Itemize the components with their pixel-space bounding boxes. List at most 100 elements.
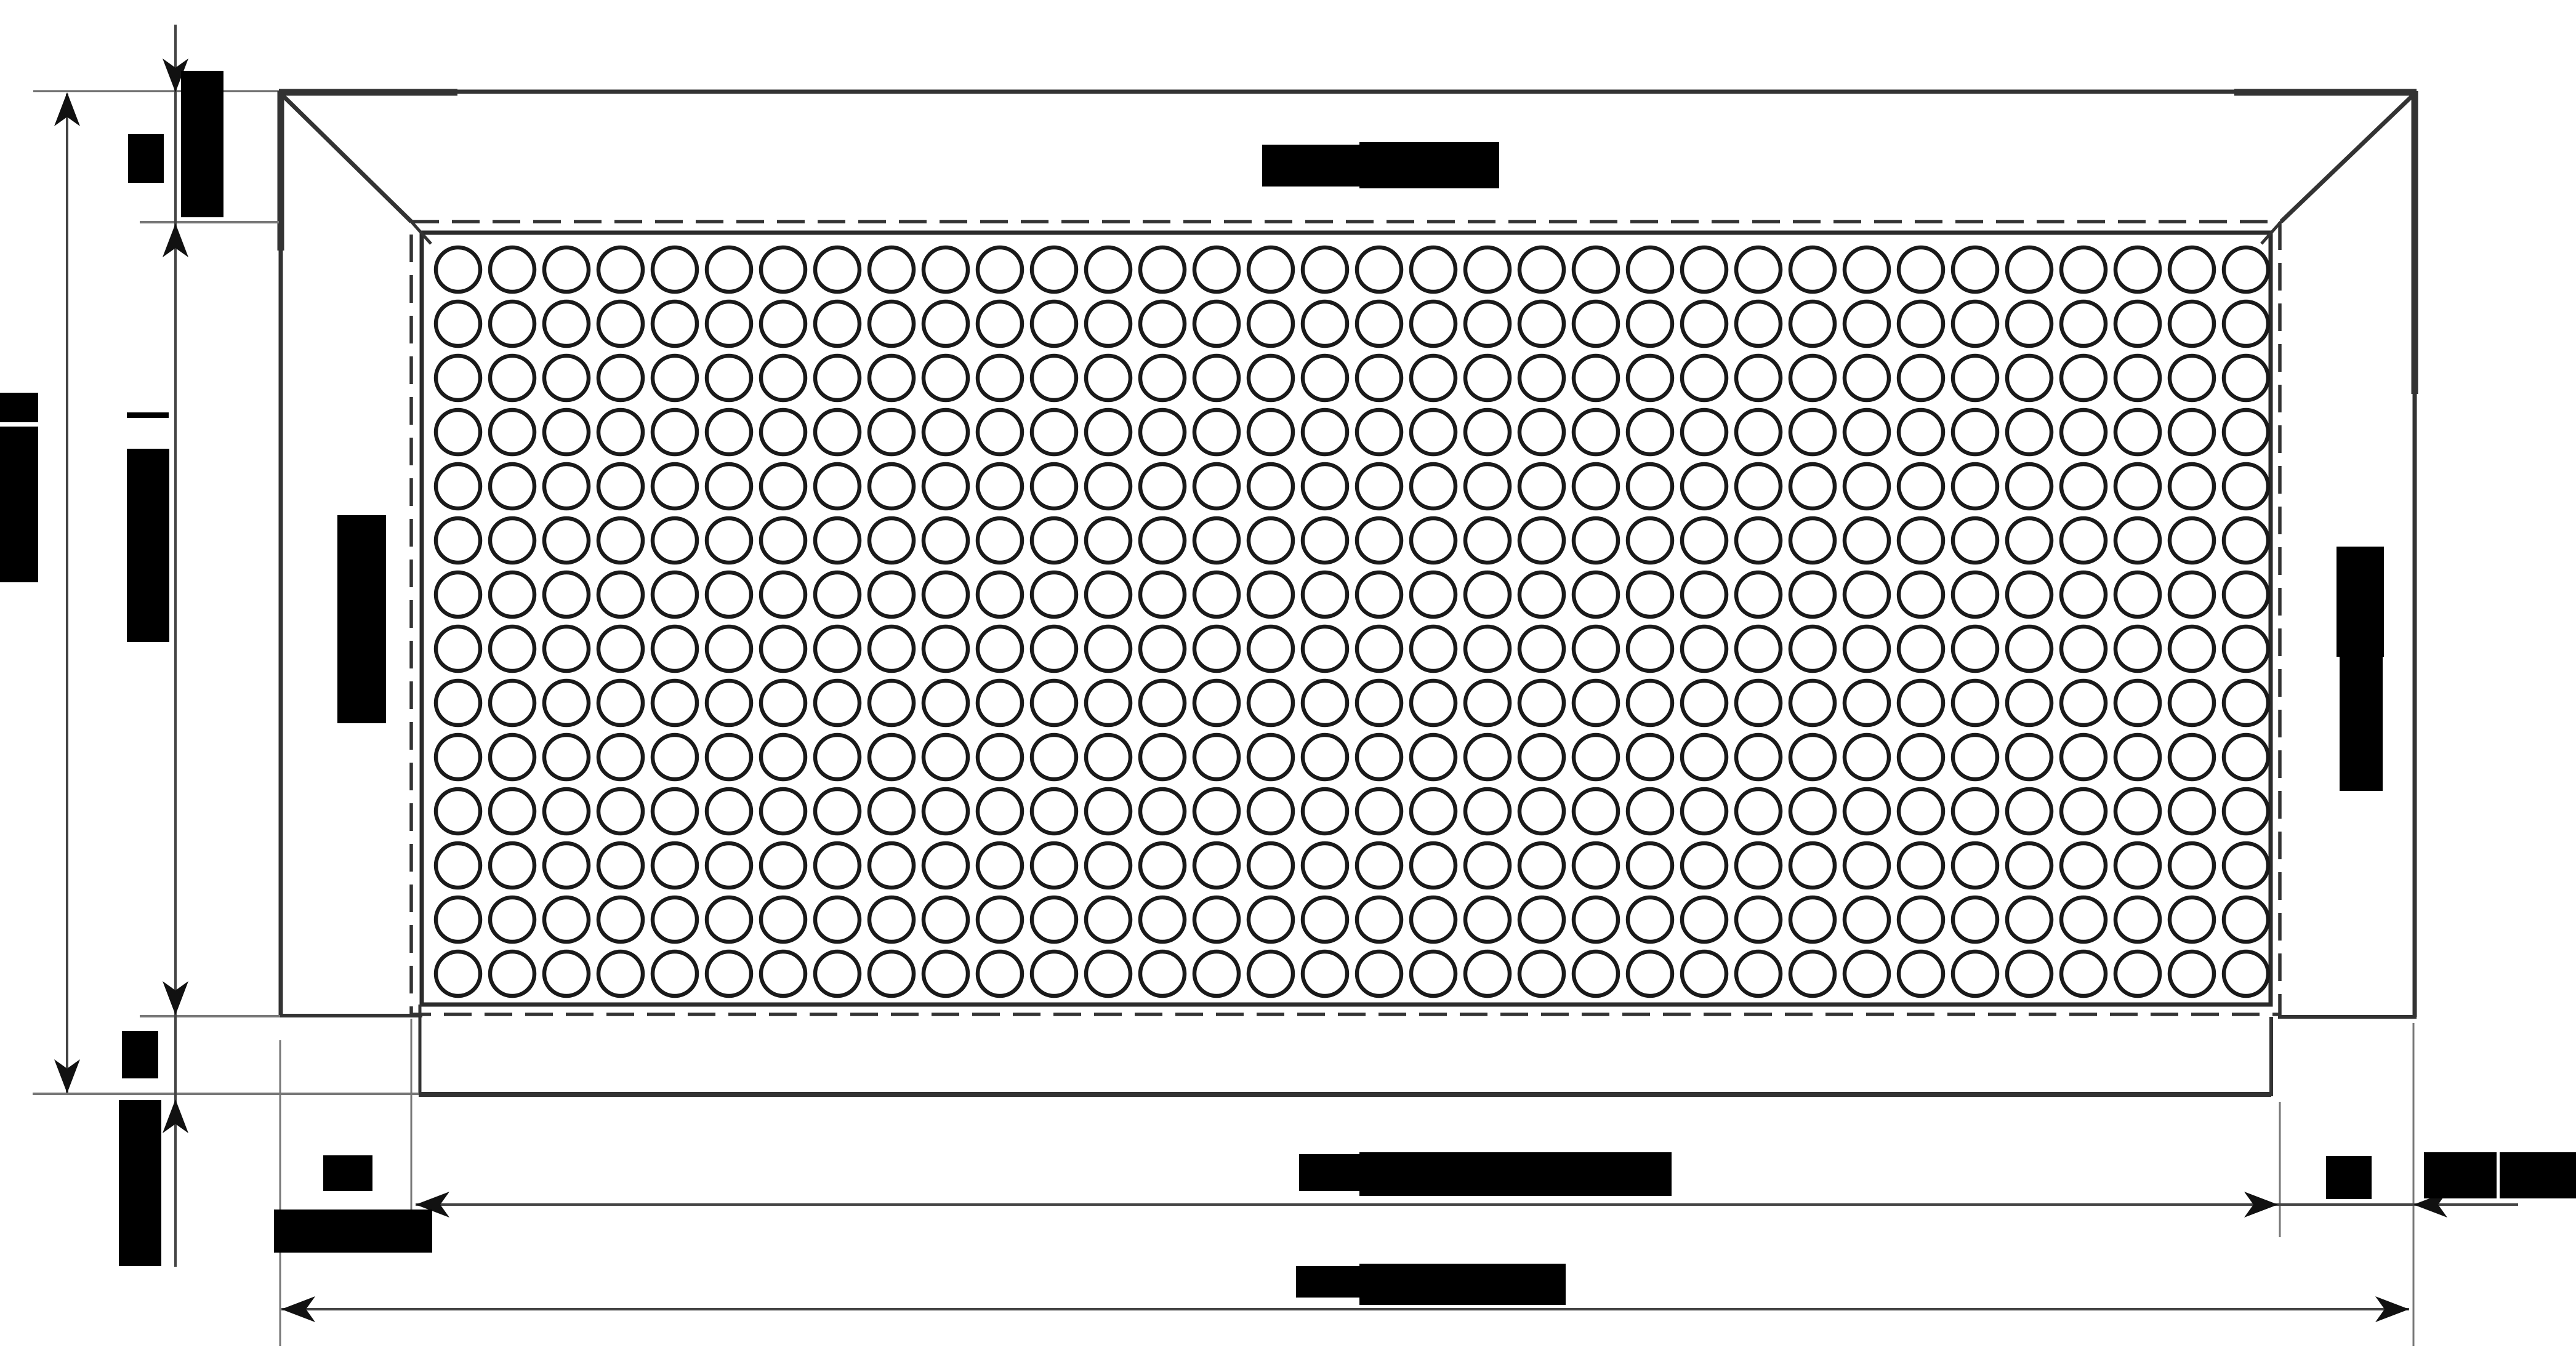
dim-top-border-and-lip <box>163 25 188 1267</box>
perforation-hole <box>975 678 1024 728</box>
perforation-hole <box>867 353 916 403</box>
perforation-hole <box>921 407 970 457</box>
perforation-hole <box>1463 841 1512 890</box>
perforation-hole <box>1680 407 1729 457</box>
perforation-hole <box>1517 787 1566 836</box>
perforation-hole <box>867 462 916 511</box>
perforation-hole <box>1029 841 1079 890</box>
perforation-hole <box>1842 949 1891 998</box>
perforation-hole <box>1842 516 1891 565</box>
perforation-hole <box>2167 299 2216 348</box>
perforation-hole <box>1300 895 1350 944</box>
perforation-hole <box>2167 949 2216 998</box>
perforation-hole <box>1409 407 1458 457</box>
perforation-hole <box>488 678 537 728</box>
redacted-label-top-left-dim-label-small <box>128 134 164 183</box>
perforation-hole <box>488 353 537 403</box>
perforation-hole <box>1788 245 1837 294</box>
perforation-hole <box>650 245 699 294</box>
perforation-hole <box>650 678 699 728</box>
perforation-hole <box>867 949 916 998</box>
perforation-hole <box>704 949 754 998</box>
perforation-hole <box>1842 841 1891 890</box>
perforation-hole <box>1138 462 1187 511</box>
perforation-hole <box>2005 462 2054 511</box>
perforation-hole <box>1680 353 1729 403</box>
perforation-hole <box>2113 516 2162 565</box>
perforation-hole <box>650 787 699 836</box>
perforation-hole <box>1788 624 1837 673</box>
perforation-hole <box>1571 678 1620 728</box>
perforation-hole <box>596 245 645 294</box>
perforation-hole <box>1246 678 1295 728</box>
perforation-hole <box>433 245 483 294</box>
perforation-hole <box>1842 895 1891 944</box>
perforation-hole <box>1950 841 2000 890</box>
perforation-hole <box>1084 787 1133 836</box>
perforation-hole <box>1192 624 1241 673</box>
perforation-hole <box>433 841 483 890</box>
perforation-hole <box>650 895 699 944</box>
miter-diagonal-top-left <box>279 92 413 223</box>
perforation-hole <box>1734 462 1783 511</box>
perforation-hole <box>1517 516 1566 565</box>
perforation-hole <box>2059 245 2108 294</box>
perforation-hole <box>1625 895 1675 944</box>
perforation-hole <box>813 841 862 890</box>
perforation-hole <box>1517 299 1566 348</box>
perforation-hole <box>1463 516 1512 565</box>
perforation-hole <box>1734 841 1783 890</box>
perforation-hole <box>2167 787 2216 836</box>
perforation-hole <box>1192 949 1241 998</box>
perforation-hole <box>1625 732 1675 782</box>
perforation-hole <box>1734 299 1783 348</box>
perforation-hole <box>813 516 862 565</box>
perforation-hole <box>2167 462 2216 511</box>
perforation-hole <box>1517 624 1566 673</box>
perforation-hole <box>1354 678 1404 728</box>
perforation-hole <box>1354 353 1404 403</box>
perforation-hole <box>1246 407 1295 457</box>
perforation-hole <box>1354 299 1404 348</box>
perforation-hole <box>2167 895 2216 944</box>
perforation-hole <box>1571 245 1620 294</box>
perforation-hole <box>2113 841 2162 890</box>
redacted-label-right-frame-face-label-part2 <box>2340 657 2383 791</box>
perforation-hole <box>1734 516 1783 565</box>
perforation-hole <box>433 787 483 836</box>
perforation-hole <box>1517 462 1566 511</box>
perforation-hole <box>488 245 537 294</box>
perforation-hole <box>2113 895 2162 944</box>
perforation-hole <box>704 462 754 511</box>
perforation-hole <box>975 895 1024 944</box>
perforation-hole <box>1680 299 1729 348</box>
perforation-hole <box>596 895 645 944</box>
perforation-hole <box>1950 787 2000 836</box>
perforation-hole <box>867 570 916 619</box>
perforation-hole <box>2221 624 2271 673</box>
perforation-hole <box>2167 732 2216 782</box>
perforation-hole <box>433 624 483 673</box>
perforation-hole <box>1029 678 1079 728</box>
perforation-hole <box>1571 624 1620 673</box>
extension-lines <box>140 221 2415 1346</box>
perforation-hole <box>1517 570 1566 619</box>
perforation-hole <box>1680 570 1729 619</box>
perforation-hole <box>1409 353 1458 403</box>
perforation-hole <box>1463 624 1512 673</box>
perforation-hole <box>2113 570 2162 619</box>
perforation-hole <box>1896 949 1946 998</box>
perforation-hole <box>488 570 537 619</box>
perforation-hole <box>1517 407 1566 457</box>
perforation-hole <box>704 732 754 782</box>
perforation-hole <box>1300 462 1350 511</box>
perforation-hole <box>975 353 1024 403</box>
perforation-hole <box>1734 407 1783 457</box>
perforation-hole <box>1896 624 1946 673</box>
perforation-hole <box>2167 353 2216 403</box>
perforation-hole <box>921 462 970 511</box>
perforation-hole <box>2113 624 2162 673</box>
perforation-hole <box>1625 245 1675 294</box>
perforation-hole <box>2221 841 2271 890</box>
perforation-hole <box>867 245 916 294</box>
